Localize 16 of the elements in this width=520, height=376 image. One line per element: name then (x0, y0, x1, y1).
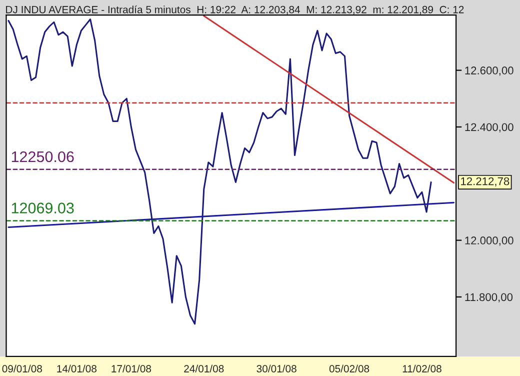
line-series (8, 18, 432, 325)
y-tick-label: 12.600,00 (465, 66, 514, 76)
y-tick-label: 11.800,00 (465, 293, 513, 302)
y-tick-label: 12.000,00 (465, 236, 514, 246)
x-tick-label: 14/01/08 (57, 364, 96, 372)
x-tick-label: 24/01/08 (184, 364, 224, 372)
x-tick-label: 05/02/08 (329, 364, 370, 372)
x-tick-label: 09/01/08 (2, 364, 42, 372)
y-tick-label: 12.400,00 (465, 123, 514, 132)
x-tick-label: 11/02/08 (402, 364, 442, 372)
text: 12.212,78 (461, 177, 510, 186)
x-tick-label: 17/01/08 (112, 364, 152, 372)
x-tick-label: 30/01/08 (256, 364, 296, 372)
ref-line-label: 12250.06 (12, 151, 74, 162)
chart-title: DJ INDU AVERAGE - Intradía 5 minutos H: 19:22 A: 12.203,84 M: 12.213,92 m: 12.201,89 C: 12 (6, 6, 464, 15)
ref-line-label: 12069.03 (12, 202, 74, 214)
